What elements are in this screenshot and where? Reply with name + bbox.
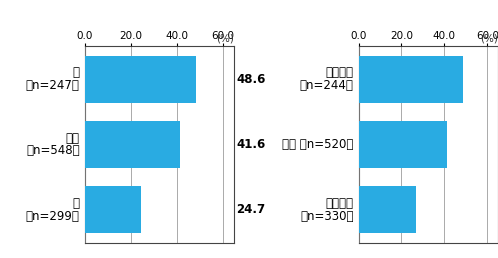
Text: （n=548）: （n=548）	[26, 144, 80, 157]
Text: 平均 （n=520）: 平均 （n=520）	[282, 138, 354, 151]
Bar	[359, 186, 416, 233]
Text: 拡大傾向: 拡大傾向	[326, 66, 354, 79]
Bar	[85, 186, 141, 233]
Bar	[359, 121, 447, 168]
Text: （n=247）: （n=247）	[26, 79, 80, 92]
Text: （n=330）: （n=330）	[300, 210, 354, 223]
Text: 41.6: 41.6	[237, 138, 266, 151]
Text: 48.6: 48.6	[237, 72, 266, 86]
Text: （n=244）: （n=244）	[300, 79, 354, 92]
Text: 平均: 平均	[66, 132, 80, 144]
Text: (%): (%)	[216, 34, 234, 44]
Text: 低: 低	[73, 197, 80, 210]
Bar	[85, 55, 196, 103]
Text: 24.7: 24.7	[237, 203, 265, 216]
Text: 縮小傾向: 縮小傾向	[326, 197, 354, 210]
Bar	[85, 121, 180, 168]
Text: 高: 高	[73, 66, 80, 79]
Text: （n=299）: （n=299）	[26, 210, 80, 223]
Text: (%): (%)	[480, 34, 498, 44]
Bar	[359, 55, 463, 103]
